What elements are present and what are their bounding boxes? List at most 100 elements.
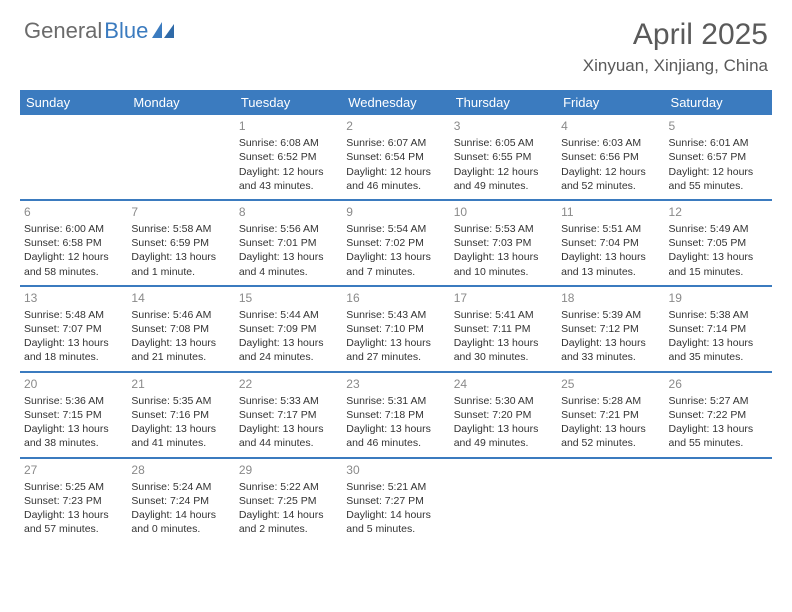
day-number: 29 — [239, 462, 338, 478]
calendar: SundayMondayTuesdayWednesdayThursdayFrid… — [20, 90, 772, 542]
week-row: 20Sunrise: 5:36 AMSunset: 7:15 PMDayligh… — [20, 373, 772, 459]
calendar-cell: 4 Sunrise: 6:03 AMSunset: 6:56 PMDaylight… — [557, 115, 664, 199]
daylight-text: Daylight: 13 hours and 38 minutes. — [24, 422, 123, 450]
daylight-text: Daylight: 13 hours and 44 minutes. — [239, 422, 338, 450]
daylight-text: Daylight: 12 hours and 52 minutes. — [561, 165, 660, 193]
week-row: 13 Sunrise: 5:48 AMSunset: 7:07 PM Dayligh… — [20, 287, 772, 373]
day-number: 19 — [669, 290, 768, 306]
day-number: 8 — [239, 204, 338, 220]
calendar-cell: 6Sunrise: 6:00 AMSunset: 6:58 PMDaylight… — [20, 201, 127, 285]
calendar-cell: 9Sunrise: 5:54 AMSunset: 7:02 PMDaylight… — [342, 201, 449, 285]
day-number: 20 — [24, 376, 123, 392]
sunrise-text: Sunrise: 5:30 AM — [454, 394, 553, 408]
calendar-cell — [557, 459, 664, 543]
weekday-header: Saturday — [665, 90, 772, 115]
calendar-cell: 30Sunrise: 5:21 AMSunset: 7:27 PMDayligh… — [342, 459, 449, 543]
daylight-text: Daylight: 13 hours and 57 minutes. — [24, 508, 123, 536]
sunset-text: Sunset: 7:14 PM — [669, 322, 768, 336]
sunset-text: Sunset: 7:04 PM — [561, 236, 660, 250]
daylight-text: Daylight: 12 hours and 55 minutes. — [669, 165, 768, 193]
calendar-cell: 27Sunrise: 5:25 AMSunset: 7:23 PMDayligh… — [20, 459, 127, 543]
sunrise-text: Sunrise: 5:46 AM — [131, 308, 230, 322]
sunset-text: Sunset: 7:22 PM — [669, 408, 768, 422]
sunrise-text: Sunrise: 5:21 AM — [346, 480, 445, 494]
sunrise-text: Sunrise: 5:35 AM — [131, 394, 230, 408]
title-block: April 2025 Xinyuan, Xinjiang, China — [583, 18, 768, 76]
sunrise-text: Sunrise: 5:54 AM — [346, 222, 445, 236]
daylight-text: Daylight: 12 hours and 58 minutes. — [24, 250, 123, 278]
sunset-text: Sunset: 7:08 PM — [131, 322, 230, 336]
sunrise-text: Sunrise: 5:39 AM — [561, 308, 660, 322]
day-number: 13 — [24, 290, 123, 306]
day-number: 1 — [239, 118, 338, 134]
daylight-text: Daylight: 13 hours and 21 minutes. — [131, 336, 230, 364]
calendar-cell: 8Sunrise: 5:56 AMSunset: 7:01 PMDaylight… — [235, 201, 342, 285]
page-header: General Blue April 2025 Xinyuan, Xinjian… — [0, 0, 792, 76]
sunrise-text: Sunrise: 5:27 AM — [669, 394, 768, 408]
day-number: 11 — [561, 204, 660, 220]
sunset-text: Sunset: 7:23 PM — [24, 494, 123, 508]
daylight-text: Daylight: 13 hours and 13 minutes. — [561, 250, 660, 278]
calendar-cell: 22Sunrise: 5:33 AMSunset: 7:17 PMDayligh… — [235, 373, 342, 457]
sunrise-text: Sunrise: 5:48 AM — [24, 308, 123, 322]
sunset-text: Sunset: 7:27 PM — [346, 494, 445, 508]
daylight-text: Daylight: 14 hours and 5 minutes. — [346, 508, 445, 536]
page-subtitle: Xinyuan, Xinjiang, China — [583, 56, 768, 76]
day-number: 9 — [346, 204, 445, 220]
day-number: 27 — [24, 462, 123, 478]
sunrise-text: Sunrise: 5:31 AM — [346, 394, 445, 408]
calendar-cell: 14 Sunrise: 5:46 AMSunset: 7:08 PMDayligh… — [127, 287, 234, 371]
day-number: 25 — [561, 376, 660, 392]
daylight-text: Daylight: 13 hours and 46 minutes. — [346, 422, 445, 450]
daylight-text: Daylight: 13 hours and 1 minute. — [131, 250, 230, 278]
day-number: 23 — [346, 376, 445, 392]
sunrise-text: Sunrise: 5:28 AM — [561, 394, 660, 408]
sunset-text: Sunset: 7:18 PM — [346, 408, 445, 422]
daylight-text: Daylight: 13 hours and 33 minutes. — [561, 336, 660, 364]
sunrise-text: Sunrise: 5:24 AM — [131, 480, 230, 494]
sunset-text: Sunset: 7:03 PM — [454, 236, 553, 250]
calendar-cell — [127, 115, 234, 199]
sunrise-text: Sunrise: 5:22 AM — [239, 480, 338, 494]
sunset-text: Sunset: 6:58 PM — [24, 236, 123, 250]
daylight-text: Daylight: 13 hours and 35 minutes. — [669, 336, 768, 364]
sunrise-text: Sunrise: 6:03 AM — [561, 136, 660, 150]
weekday-header: Thursday — [450, 90, 557, 115]
calendar-cell: 16Sunrise: 5:43 AMSunset: 7:10 PMDayligh… — [342, 287, 449, 371]
day-number: 24 — [454, 376, 553, 392]
daylight-text: Daylight: 13 hours and 55 minutes. — [669, 422, 768, 450]
calendar-cell: 24Sunrise: 5:30 AMSunset: 7:20 PMDayligh… — [450, 373, 557, 457]
sunrise-text: Sunrise: 6:00 AM — [24, 222, 123, 236]
daylight-text: Daylight: 13 hours and 30 minutes. — [454, 336, 553, 364]
calendar-cell: 12Sunrise: 5:49 AMSunset: 7:05 PMDayligh… — [665, 201, 772, 285]
day-number: 3 — [454, 118, 553, 134]
sunrise-text: Sunrise: 5:43 AM — [346, 308, 445, 322]
daylight-text: Daylight: 13 hours and 15 minutes. — [669, 250, 768, 278]
sunset-text: Sunset: 7:10 PM — [346, 322, 445, 336]
sunrise-text: Sunrise: 5:58 AM — [131, 222, 230, 236]
daylight-text: Daylight: 14 hours and 2 minutes. — [239, 508, 338, 536]
sunset-text: Sunset: 6:56 PM — [561, 150, 660, 164]
weekday-header: Sunday — [20, 90, 127, 115]
calendar-cell: 3Sunrise: 6:05 AMSunset: 6:55 PMDaylight… — [450, 115, 557, 199]
weekday-header: Friday — [557, 90, 664, 115]
sunrise-text: Sunrise: 5:56 AM — [239, 222, 338, 236]
sunset-text: Sunset: 7:25 PM — [239, 494, 338, 508]
day-number: 2 — [346, 118, 445, 134]
day-number: 5 — [669, 118, 768, 134]
sunset-text: Sunset: 6:59 PM — [131, 236, 230, 250]
daylight-text: Daylight: 12 hours and 49 minutes. — [454, 165, 553, 193]
day-number: 4 — [561, 118, 660, 134]
week-row: 1Sunrise: 6:08 AMSunset: 6:52 PMDaylight… — [20, 115, 772, 201]
day-number: 14 — [131, 290, 230, 306]
day-number: 17 — [454, 290, 553, 306]
sunset-text: Sunset: 7:20 PM — [454, 408, 553, 422]
sunset-text: Sunset: 7:07 PM — [24, 322, 123, 336]
page-title: April 2025 — [583, 18, 768, 52]
calendar-cell — [665, 459, 772, 543]
day-number: 28 — [131, 462, 230, 478]
daylight-text: Daylight: 13 hours and 24 minutes. — [239, 336, 338, 364]
sunset-text: Sunset: 7:11 PM — [454, 322, 553, 336]
calendar-cell — [450, 459, 557, 543]
day-number: 16 — [346, 290, 445, 306]
